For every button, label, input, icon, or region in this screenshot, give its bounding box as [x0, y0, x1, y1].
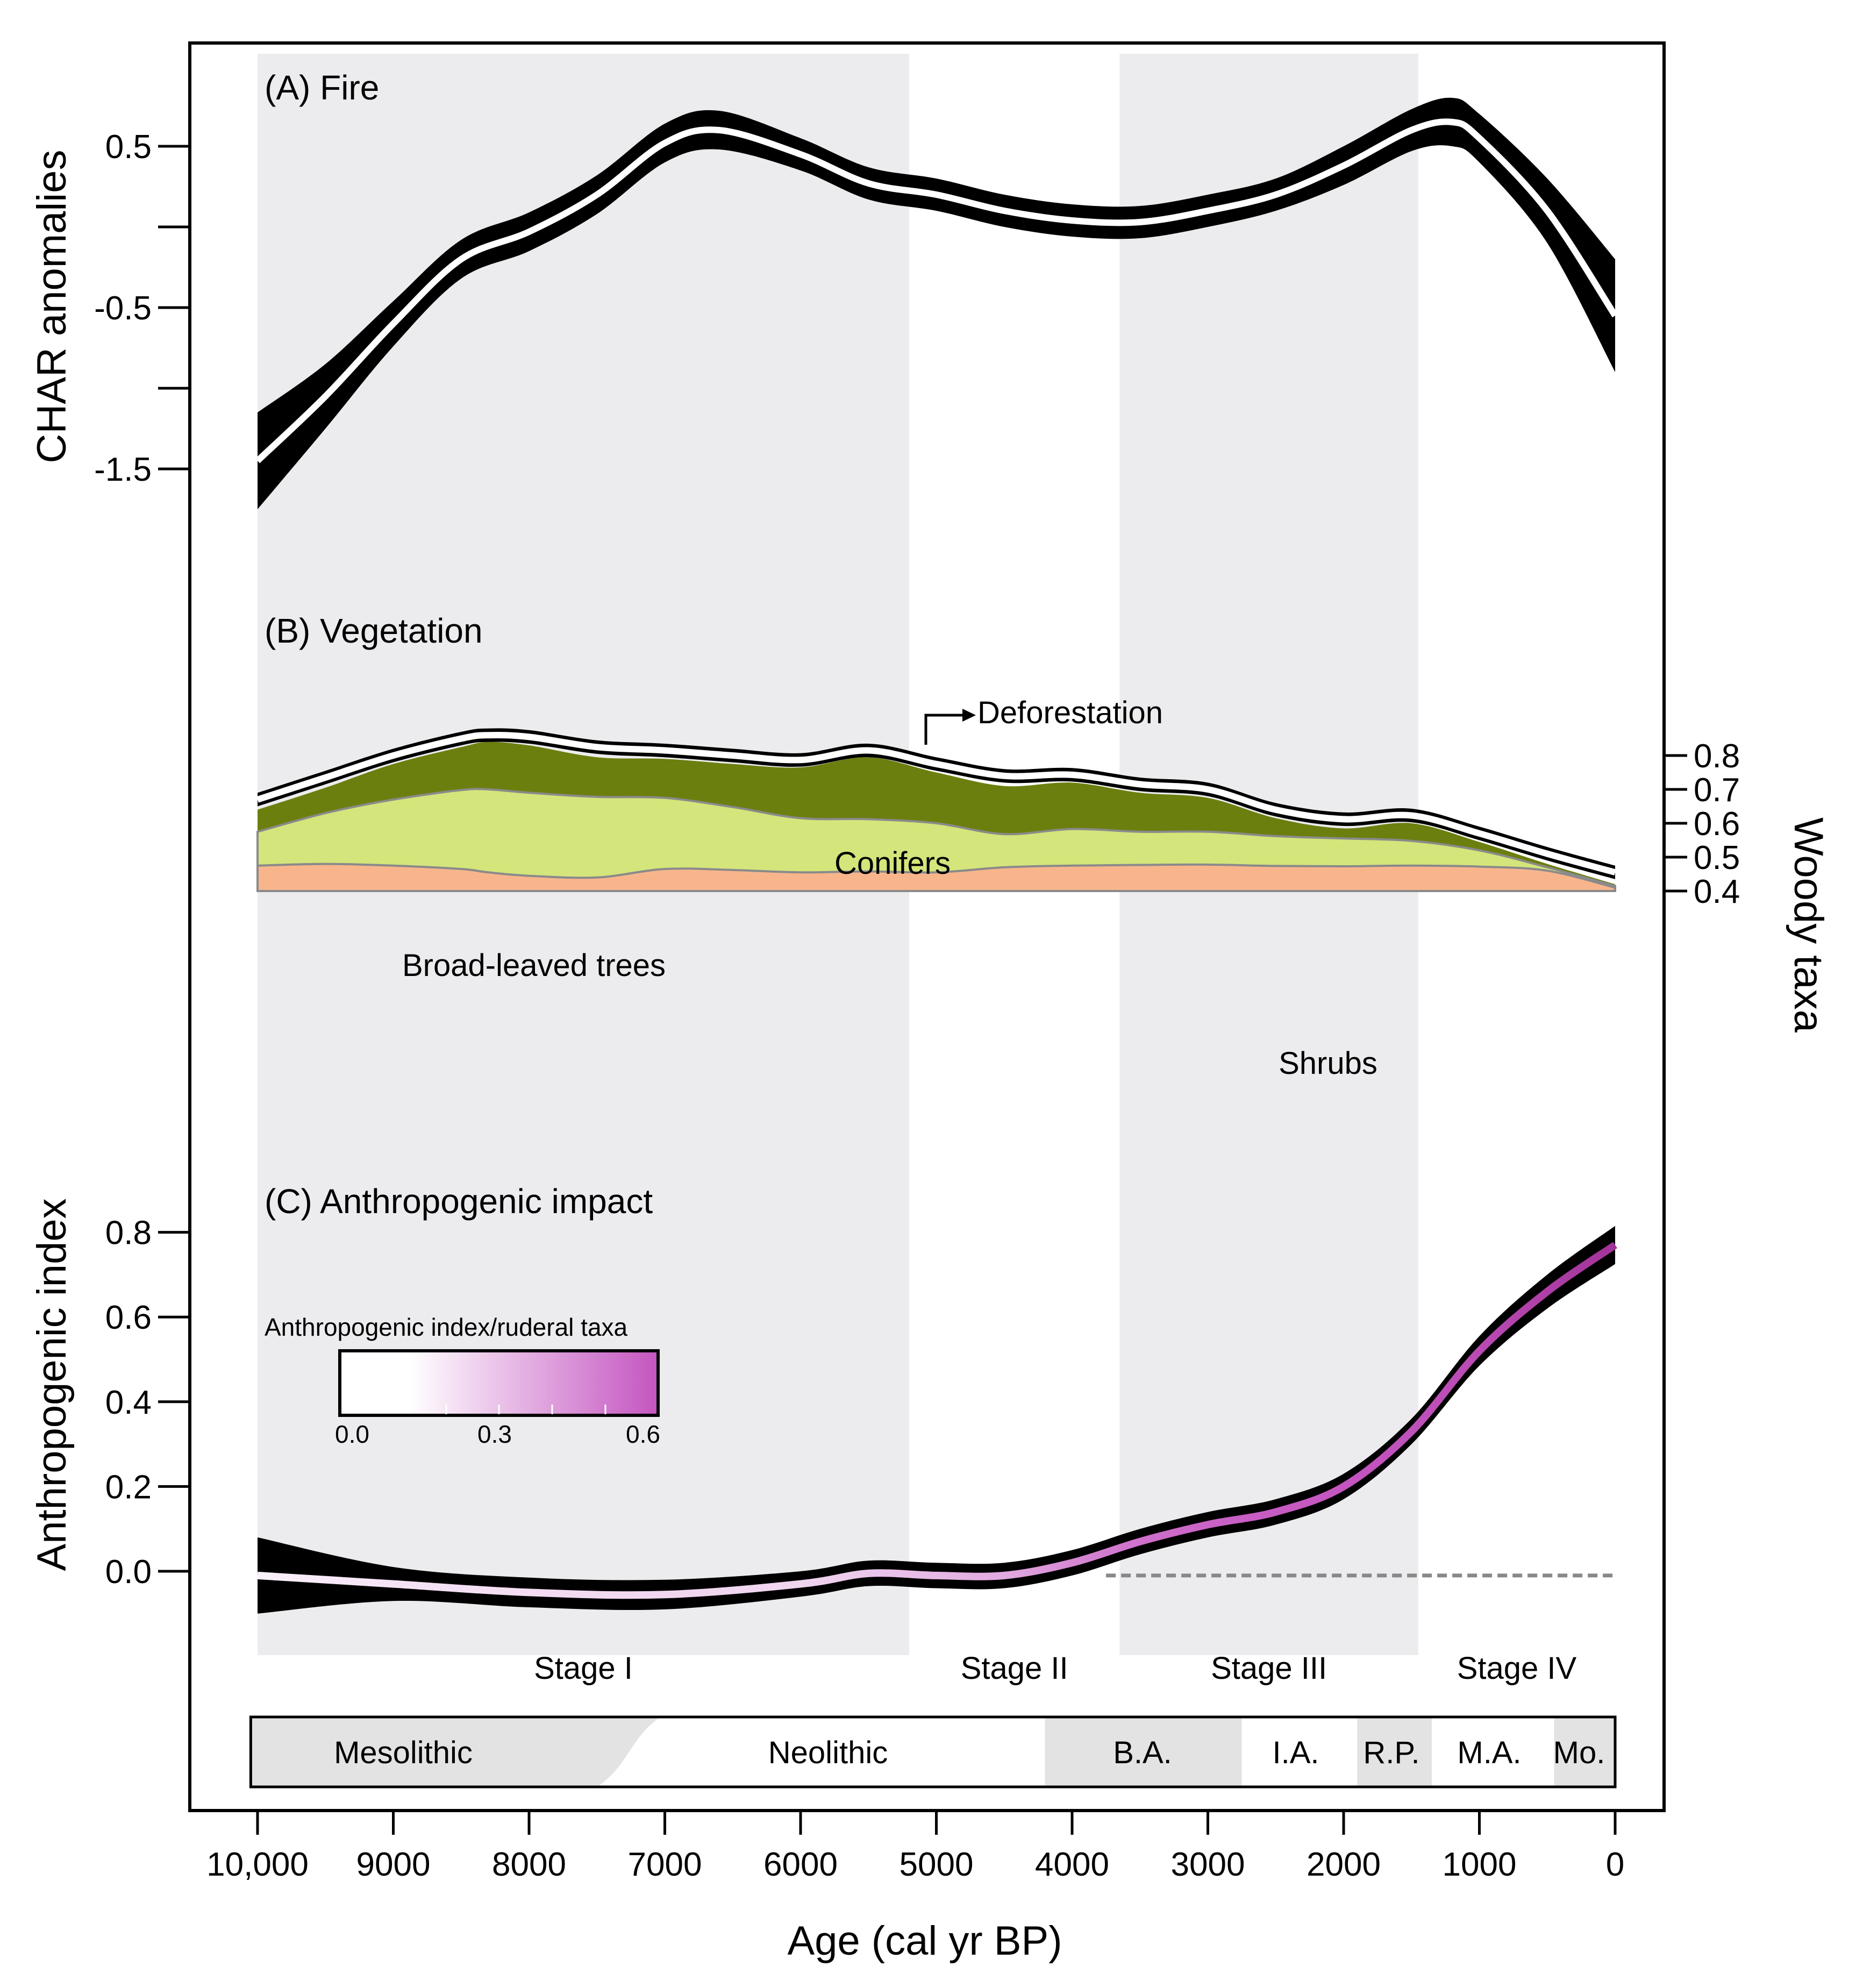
y-axis-fire: 0.5 -0.5 -1.5 — [94, 129, 190, 488]
stage-label-1: Stage I — [534, 1651, 633, 1686]
period-label-6: M.A. — [1457, 1735, 1521, 1770]
colorbar-tick-1: 0.3 — [477, 1420, 512, 1448]
stage-label-4: Stage IV — [1457, 1651, 1577, 1686]
deforestation-arrowhead — [962, 709, 976, 722]
x-tick-label-0: 10,000 — [206, 1846, 309, 1883]
deforestation-annotation: Deforestation — [924, 695, 1163, 745]
plot-frame — [188, 41, 1666, 1812]
label-broad-leaved: Broad-leaved trees — [402, 948, 666, 983]
colorbar-title: Anthropogenic index/ruderal taxa — [265, 1313, 628, 1341]
period-label-7: Mo. — [1553, 1735, 1605, 1770]
period-bar-frame — [249, 1715, 1617, 1789]
y-tick-label-c-2: 0.4 — [105, 1384, 152, 1421]
deforestation-label: Deforestation — [977, 695, 1163, 730]
anthropogenic-confidence-band — [258, 1225, 1615, 1614]
period-band-7 — [1554, 1717, 1615, 1787]
y-tick-label-b-0: 0.8 — [1694, 738, 1740, 775]
colorbar-tick-2: 0.6 — [626, 1420, 660, 1448]
x-tick-label-5: 5000 — [900, 1846, 974, 1883]
y-tick-label-c-3: 0.2 — [105, 1469, 152, 1506]
y-axis-label-woody: Woody taxa — [1786, 817, 1831, 1033]
x-tick-label-4: 6000 — [763, 1846, 838, 1883]
stage-label-2: Stage II — [961, 1651, 1068, 1686]
colorbar-minor-ticks — [445, 1405, 606, 1414]
y-tick-label-b-1: 0.7 — [1694, 772, 1740, 809]
y-axis-anthropogenic: 0.8 0.6 0.4 0.2 0.0 — [105, 1215, 190, 1591]
panel-b-title: (B) Vegetation — [265, 611, 483, 650]
x-tick-label-1: 9000 — [356, 1846, 431, 1883]
y-tick-label-a-2: -0.5 — [94, 290, 152, 327]
colorbar-tick-0: 0.0 — [335, 1420, 369, 1448]
fire-mean-line — [255, 118, 1618, 464]
fire-panel — [255, 97, 1618, 509]
period-bar: Mesolithic Neolithic B.A. I.A. R.P. M.A. Mo. — [249, 1715, 1617, 1789]
anthropogenic-mean-line — [257, 1242, 1617, 1599]
x-tick-label-3: 7000 — [628, 1846, 702, 1883]
x-tick-label-8: 2000 — [1307, 1846, 1381, 1883]
y-tick-label-b-4: 0.4 — [1694, 873, 1740, 910]
period-label-1: Mesolithic — [334, 1735, 473, 1770]
x-axis: 10,000 9000 8000 7000 6000 5000 4000 3000 2000 10… — [206, 1811, 1624, 1883]
period-label-4: I.A. — [1272, 1735, 1319, 1770]
vegetation-panel — [256, 728, 1616, 893]
period-band-1 — [251, 1717, 661, 1787]
y-tick-label-b-3: 0.5 — [1694, 839, 1740, 877]
deforestation-arrow — [924, 714, 968, 745]
y-axis-label-anthropogenic: Anthropogenic index — [29, 1199, 75, 1571]
period-label-5: R.P. — [1363, 1735, 1419, 1770]
woody-mean-line — [256, 731, 1616, 876]
y-axis-woody: 0.80.70.60.50.4 — [1664, 738, 1740, 910]
y-tick-label-a-0: 0.5 — [105, 129, 152, 166]
period-label-3: B.A. — [1113, 1735, 1172, 1770]
x-tick-label-7: 3000 — [1171, 1846, 1245, 1883]
woody-confidence-band — [258, 728, 1615, 879]
panel-a-title: (A) Fire — [265, 68, 379, 107]
period-band-3 — [1045, 1717, 1242, 1787]
y-tick-label-c-1: 0.6 — [105, 1299, 152, 1336]
y-tick-label-b-2: 0.6 — [1694, 806, 1740, 843]
label-conifers: Conifers — [834, 846, 951, 881]
period-band-5 — [1357, 1717, 1432, 1787]
y-tick-label-c-0: 0.8 — [105, 1215, 152, 1252]
y-tick-label-c-4: 0.0 — [105, 1554, 152, 1591]
stage-label-3: Stage III — [1211, 1651, 1327, 1686]
x-tick-label-9: 1000 — [1443, 1846, 1517, 1883]
x-tick-label-10: 0 — [1606, 1846, 1624, 1883]
x-tick-label-6: 4000 — [1035, 1846, 1109, 1883]
period-label-2: Neolithic — [768, 1735, 888, 1770]
shrubs-area — [256, 863, 1616, 893]
panel-c-title: (C) Anthropogenic impact — [265, 1182, 653, 1221]
y-axis-label-fire: CHAR anomalies — [29, 150, 75, 464]
label-shrubs: Shrubs — [1279, 1046, 1377, 1081]
fire-confidence-band — [258, 97, 1615, 509]
stage-labels: Stage I Stage II Stage III Stage IV — [534, 1651, 1576, 1686]
x-tick-label-2: 8000 — [492, 1846, 566, 1883]
x-axis-label: Age (cal yr BP) — [787, 1918, 1062, 1964]
y-tick-label-a-4: -1.5 — [94, 451, 152, 488]
colorbar: Anthropogenic index/ruderal taxa 0.0 0.3… — [265, 1313, 660, 1448]
anthropogenic-panel — [257, 1225, 1617, 1614]
